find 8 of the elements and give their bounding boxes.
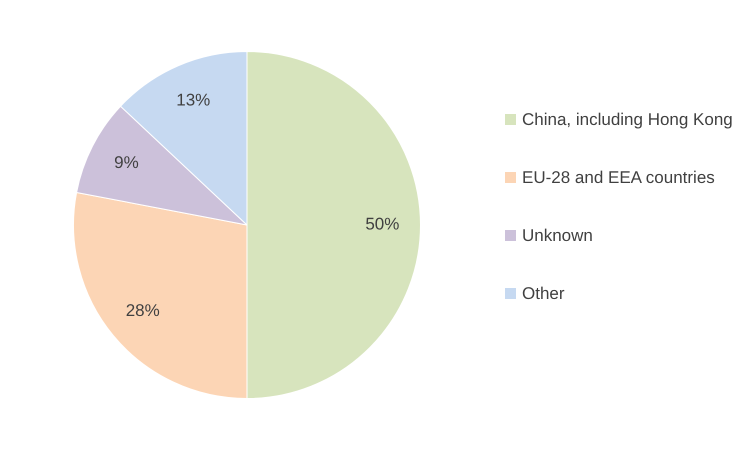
legend-label: EU-28 and EEA countries xyxy=(522,167,715,189)
data-label: 13% xyxy=(176,90,210,110)
data-label: 50% xyxy=(365,214,400,234)
legend-label: Unknown xyxy=(522,225,593,247)
data-label: 9% xyxy=(114,153,139,172)
legend-label: Other xyxy=(522,283,565,305)
data-label: 28% xyxy=(126,300,160,320)
legend-label: China, including Hong Kong xyxy=(522,109,733,131)
